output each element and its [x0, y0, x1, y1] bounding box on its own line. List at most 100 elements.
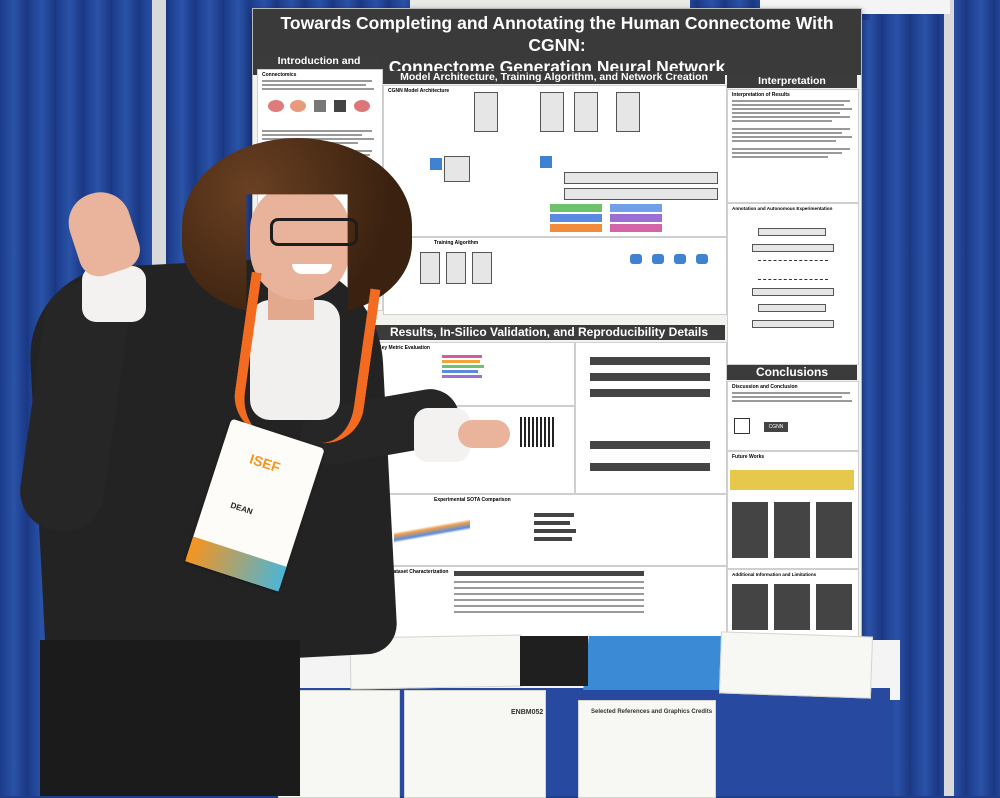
arch-block [444, 156, 470, 182]
sota-panel: Experimental SOTA Comparison [373, 494, 727, 566]
brain-icon [268, 100, 284, 112]
annotation-row [758, 228, 826, 236]
cube-icon [734, 418, 750, 434]
annotation-panel: Annotation and Autonomous Experimentatio… [727, 203, 859, 365]
training-label: Training Algorithm [434, 240, 479, 246]
procedure-bar [590, 373, 710, 381]
connectomics-label: Connectomics [262, 72, 297, 78]
open-notebook [718, 631, 874, 699]
badge-name: DEAN [229, 500, 254, 517]
architecture-label: CGNN Model Architecture [388, 88, 450, 94]
metric-bar [442, 375, 482, 378]
cgnn-label: CGNN [768, 424, 784, 430]
sota-bar [534, 513, 574, 517]
graph-icon [758, 260, 828, 280]
arch-block [474, 92, 498, 132]
annotation-row [752, 288, 834, 296]
references-sheet: Selected References and Graphics Credits [578, 700, 716, 798]
procedure-bar [590, 463, 710, 471]
blue-module [550, 214, 602, 222]
arch-block [574, 92, 598, 132]
cylinder-icon [630, 254, 642, 264]
hcp-label: HCP Dataset Characterization [378, 569, 449, 575]
architecture-panel: CGNN Model Architecture [383, 85, 727, 237]
trousers [40, 640, 300, 796]
cylinder-icon [696, 254, 708, 264]
badge-event: ISEF [247, 450, 283, 476]
abstract-sheet: ENBM052 [404, 690, 546, 798]
face [250, 184, 350, 300]
conclusions-heading: Conclusions [727, 365, 857, 380]
future-column [774, 502, 810, 558]
training-step [420, 252, 440, 284]
project-code: ENBM052 [511, 709, 544, 716]
future-works-panel: Future Works [727, 451, 859, 569]
discussion-label: Discussion and Conclusion [732, 384, 798, 390]
future-works-label: Future Works [732, 454, 765, 460]
brain-icon [290, 100, 306, 112]
discussion-panel: Discussion and Conclusion CGNN [727, 381, 859, 451]
sota-bar [534, 521, 570, 525]
limit-column [774, 584, 810, 630]
histogram [520, 417, 554, 447]
hcp-table-header [454, 571, 644, 576]
training-step [446, 252, 466, 284]
results-heading: Results, In-Silico Validation, and Repro… [373, 325, 725, 340]
annotation-label: Annotation and Autonomous Experimentatio… [732, 206, 833, 211]
glasses [270, 218, 358, 246]
annotation-row [752, 244, 834, 252]
training-step [472, 252, 492, 284]
procedure-bar [590, 441, 710, 449]
limitations-label: Additional Information and Limitations [732, 572, 817, 577]
metric-bar [442, 360, 480, 363]
limitations-panel: Additional Information and Limitations [727, 569, 859, 641]
cylinder-icon [652, 254, 664, 264]
neuron-icon [314, 100, 326, 112]
purple-module [610, 214, 662, 222]
right-hand [458, 420, 510, 448]
interpretation-heading: Interpretation [727, 75, 857, 88]
green-module [550, 204, 602, 212]
annotation-row [758, 304, 826, 312]
cube-icon [540, 156, 552, 168]
metric-bar [442, 370, 478, 373]
brain-icon [354, 100, 370, 112]
metric-bar [442, 365, 484, 368]
pink-module [610, 224, 662, 232]
metric-bar [442, 355, 482, 358]
key-metric-label: Key Metric Evaluation [378, 345, 430, 351]
limit-column [732, 584, 768, 630]
limit-column [816, 584, 852, 630]
model-heading: Model Architecture, Training Algorithm, … [383, 71, 725, 84]
arch-block [540, 92, 564, 132]
blue-binder [583, 636, 729, 690]
future-column [732, 502, 768, 558]
interpretation-results-label: Interpretation of Results [732, 92, 790, 98]
sota-bar [534, 537, 572, 541]
hcp-panel: HCP Dataset Characterization [373, 566, 727, 640]
lanyard [229, 271, 381, 449]
sota-label: Experimental SOTA Comparison [434, 497, 511, 503]
grid-icon [334, 100, 346, 112]
poster-title-line-1: Towards Completing and Annotating the Hu… [280, 13, 834, 55]
blue-module [610, 204, 662, 212]
annotation-row [752, 320, 834, 328]
arch-block [616, 92, 640, 132]
sota-scatter [394, 511, 470, 551]
booth-pole-right [944, 0, 954, 796]
black-folder [520, 636, 588, 686]
cube-icon [430, 158, 442, 170]
training-panel: Training Algorithm [383, 237, 727, 315]
references-heading: Selected References and Graphics Credits [591, 709, 713, 715]
arch-block [564, 172, 718, 184]
procedure-bar [590, 357, 710, 365]
highlight-strip [730, 470, 854, 490]
sota-bar [534, 529, 576, 533]
smile [292, 264, 332, 274]
interpretation-panel: Interpretation of Results [727, 89, 859, 203]
cgnn-box: CGNN [764, 422, 788, 432]
cylinder-icon [674, 254, 686, 264]
intro-heading: Introduction and Problem [257, 55, 381, 80]
arch-block [564, 188, 718, 200]
